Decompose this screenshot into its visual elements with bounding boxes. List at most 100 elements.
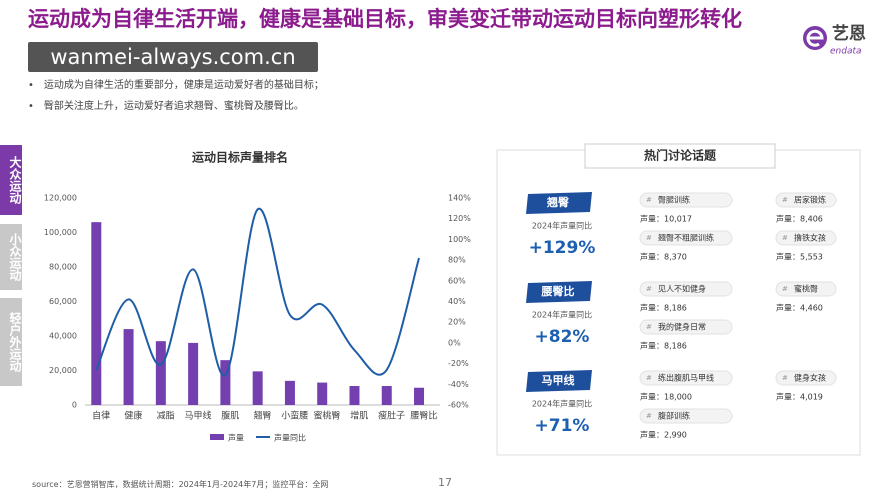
x-tick-label: 瘦肚子 <box>378 410 405 422</box>
topic-volume: 声量：8,186 <box>640 341 687 351</box>
topic-chip <box>775 230 837 246</box>
x-tick-label: 自律 <box>92 410 110 422</box>
bar <box>123 329 134 405</box>
legend-label: 声量同比 <box>274 433 306 443</box>
x-tick-label: 小蛮腰 <box>281 410 308 422</box>
topic-name: 蜜桃臀 <box>794 284 818 294</box>
topic-volume: 声量：8,370 <box>640 252 687 262</box>
topic-hash: # <box>782 196 788 204</box>
logo-name: 艺恩 <box>832 23 866 44</box>
y2-tick-label: 100% <box>448 235 471 244</box>
topic-name: 腹部训练 <box>658 411 690 421</box>
topic-chip <box>639 370 733 386</box>
topic-chip <box>775 192 837 208</box>
bar <box>317 382 328 405</box>
y-tick-label: 40,000 <box>49 332 77 341</box>
bar <box>155 341 166 405</box>
tab[interactable]: 大众运动 <box>0 145 22 215</box>
yoy-label: 2024年声量同比 <box>532 310 592 320</box>
y2-tick-label: -40% <box>448 380 469 389</box>
logo-sub: endata <box>830 47 862 57</box>
topic-hash: # <box>646 234 652 242</box>
chart-title: 运动目标声量排名 <box>192 150 288 165</box>
yoy-label: 2024年声量同比 <box>532 221 592 231</box>
y-tick-label: 100,000 <box>44 228 77 237</box>
y-tick-label: 80,000 <box>49 263 77 272</box>
bar <box>252 371 263 405</box>
topic-hash: # <box>646 285 652 293</box>
y2-tick-label: 80% <box>448 256 466 265</box>
topic-chip <box>639 408 733 424</box>
topic-hash: # <box>646 374 652 382</box>
legend-label: 声量 <box>228 433 244 443</box>
bar <box>220 360 231 405</box>
y-tick-label: 0 <box>72 401 77 410</box>
panel-header <box>584 143 776 169</box>
y2-tick-label: 140% <box>448 194 471 203</box>
topic-chip <box>639 192 733 208</box>
topic-name: 我的健身日常 <box>658 322 706 332</box>
x-tick-label: 增肌 <box>350 410 368 422</box>
x-tick-label: 健康 <box>124 410 142 422</box>
page-number: 17 <box>438 476 452 489</box>
y2-tick-label: 60% <box>448 276 466 285</box>
topic-chip <box>639 230 733 246</box>
panel-title: 热门讨论话题 <box>644 148 717 163</box>
logo: 艺恩 endata <box>803 23 866 57</box>
bullet: 运动成为自律生活的重要部分，健康是运动爱好者的基础目标； <box>28 76 324 91</box>
tab[interactable]: 轻户外运动 <box>0 298 22 386</box>
topic-name: 健身女孩 <box>794 373 826 383</box>
topic-name: 居家锻炼 <box>794 195 826 205</box>
topic-volume: 声量：4,460 <box>776 303 823 313</box>
y2-tick-label: -60% <box>448 401 469 410</box>
x-tick-label: 马甲线 <box>184 410 211 422</box>
y2-tick-label: 40% <box>448 297 466 306</box>
topic-hash: # <box>646 196 652 204</box>
topic-volume: 声量：5,553 <box>776 252 823 262</box>
y-tick-label: 20,000 <box>49 366 77 375</box>
topic-chip <box>639 281 733 297</box>
topic-hash: # <box>782 374 788 382</box>
x-tick-label: 蜜桃臀 <box>314 410 341 422</box>
y-tick-label: 120,000 <box>44 194 77 203</box>
yoy-label: 2024年声量同比 <box>532 399 592 409</box>
y2-tick-label: -20% <box>448 359 469 368</box>
tab[interactable]: 小众运动 <box>0 224 22 290</box>
topic-volume: 声量：10,017 <box>640 214 692 224</box>
y2-tick-label: 20% <box>448 318 466 327</box>
yoy-value: +71% <box>535 416 590 436</box>
topic-chip <box>775 370 837 386</box>
y-tick-label: 60,000 <box>49 297 77 306</box>
slide-title: 运动成为自律生活开端，健康是基础目标，审美变迁带动运动目标向塑形转化 <box>28 7 742 31</box>
topic-name: 臀腿训练 <box>658 195 690 205</box>
topic-volume: 声量：2,990 <box>640 430 687 440</box>
bar <box>91 222 102 405</box>
topic-tag-label: 马甲线 <box>542 373 575 387</box>
y2-tick-label: 0% <box>448 338 461 347</box>
topic-tag <box>526 370 592 392</box>
topic-tag <box>526 192 592 214</box>
y2-tick-label: 120% <box>448 214 471 223</box>
topic-chip <box>639 319 733 335</box>
line <box>95 208 420 377</box>
topic-tag-label: 翘臀 <box>546 195 569 209</box>
x-tick-label: 翘臀 <box>253 411 271 422</box>
topic-hash: # <box>646 323 652 331</box>
bar <box>349 386 360 405</box>
bar <box>381 386 392 405</box>
topic-tag-label: 腰臀比 <box>541 284 575 298</box>
bar <box>188 342 199 405</box>
yoy-value: +129% <box>529 238 596 258</box>
bar <box>284 380 295 405</box>
topic-volume: 声量：18,000 <box>640 392 692 402</box>
topic-name: 见人不如健身 <box>658 284 706 294</box>
topic-name: 翘臀不粗腿训练 <box>658 233 714 243</box>
topic-hash: # <box>646 412 652 420</box>
topic-hash: # <box>782 234 788 242</box>
topic-chip <box>775 281 837 297</box>
x-tick-label: 腹肌 <box>221 410 239 422</box>
bar <box>414 387 425 405</box>
yoy-value: +82% <box>535 327 590 347</box>
topic-volume: 声量：8,406 <box>776 214 823 224</box>
